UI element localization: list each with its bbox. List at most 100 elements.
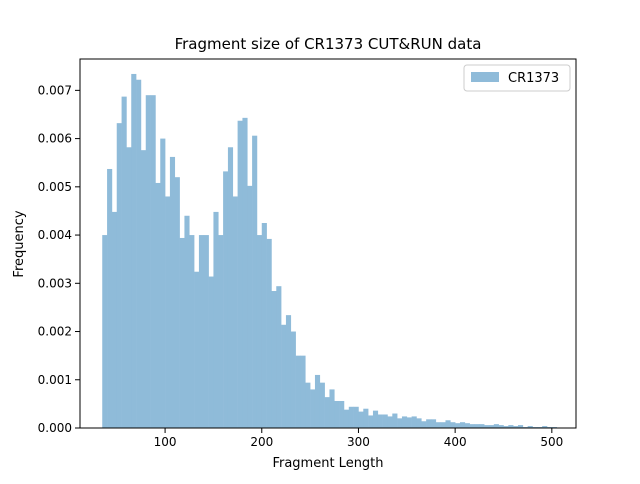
x-tick-label: 100 <box>154 435 177 449</box>
histogram-bar <box>324 397 330 428</box>
x-tick-label: 500 <box>540 435 563 449</box>
histogram-bar <box>314 374 321 428</box>
histogram-bar <box>184 215 190 428</box>
histogram-bar <box>208 276 214 428</box>
histogram-bar <box>131 73 137 428</box>
histogram-bar <box>145 95 151 429</box>
histogram-bar <box>353 406 359 428</box>
histogram-bar <box>488 425 495 428</box>
y-tick-label: 0.005 <box>38 180 72 194</box>
histogram-bar <box>339 400 345 428</box>
histogram-bar <box>455 423 461 428</box>
chart-title: Fragment size of CR1373 CUT&RUN data <box>175 35 482 53</box>
legend-swatch <box>471 72 499 82</box>
histogram-bar <box>305 382 311 428</box>
histogram-bar <box>174 177 180 428</box>
y-tick-label: 0.002 <box>38 325 72 339</box>
x-tick-label: 200 <box>250 435 273 449</box>
histogram-bar <box>368 415 374 428</box>
histogram-bar <box>542 426 548 428</box>
histogram-bar <box>469 424 475 428</box>
histogram-bar <box>464 423 470 428</box>
histogram-bar <box>459 422 466 428</box>
histogram-bar <box>406 417 412 428</box>
histogram-bar <box>358 411 364 428</box>
histogram-bar <box>242 117 248 428</box>
histogram-bar <box>256 235 263 428</box>
histogram-bar <box>329 389 335 428</box>
histogram-bar <box>290 331 296 428</box>
histogram-bar <box>479 424 485 428</box>
y-tick-label: 0.007 <box>38 83 72 97</box>
histogram-bar <box>111 211 118 428</box>
histogram-bar <box>348 406 354 428</box>
histogram-bar <box>271 291 277 428</box>
histogram-bar <box>334 400 340 428</box>
histogram-bar <box>203 235 209 428</box>
y-tick-label: 0.000 <box>38 421 72 435</box>
plot-frame <box>79 58 577 429</box>
x-axis: 100 200 300 400 500 <box>154 428 563 449</box>
legend-box <box>463 64 571 92</box>
histogram-bar <box>527 426 533 428</box>
histogram-bar <box>343 409 350 428</box>
histogram-bar <box>165 196 171 428</box>
histogram-bar <box>218 235 224 428</box>
histogram-bar <box>126 147 132 428</box>
histogram-bar <box>198 235 205 428</box>
histogram-bar <box>450 422 456 428</box>
x-tick-label: 300 <box>347 435 370 449</box>
histogram-bar <box>116 123 122 429</box>
histogram-bar <box>300 355 306 428</box>
histogram-bar <box>426 419 432 428</box>
y-tick-label: 0.004 <box>38 228 72 242</box>
histogram-bar <box>498 425 504 428</box>
histogram-bar <box>169 156 176 429</box>
histogram-bar <box>430 419 437 428</box>
histogram-bar <box>377 414 383 428</box>
histogram-bar <box>140 150 147 428</box>
histogram-bar <box>150 95 156 429</box>
histogram-bar <box>387 416 393 428</box>
histogram-bar <box>513 426 519 428</box>
histogram-bar <box>445 420 451 428</box>
histogram-bar <box>435 422 441 428</box>
histogram-bar <box>503 426 509 428</box>
histogram-bar <box>266 238 272 428</box>
histogram-bar <box>508 425 514 428</box>
histogram-bar <box>276 286 282 428</box>
histogram-bar <box>493 424 499 428</box>
histogram-bar <box>411 416 417 428</box>
y-tick-label: 0.001 <box>38 373 72 387</box>
histogram-bar <box>319 382 325 428</box>
histogram-bar <box>295 355 301 428</box>
histogram-bar <box>247 185 253 428</box>
histogram-bar <box>155 182 161 428</box>
histogram-bar <box>223 171 229 428</box>
histogram-bar <box>363 408 369 428</box>
histogram-bar <box>237 120 243 429</box>
y-axis: 0.000 0.001 0.002 0.003 0.004 0.005 0.006 0.007 <box>38 83 80 435</box>
histogram-bar <box>285 315 292 428</box>
histogram-bar <box>281 324 287 428</box>
bars-group <box>102 73 557 429</box>
histogram-bar <box>252 135 258 428</box>
histogram-bar <box>261 223 267 428</box>
histogram-bar <box>401 416 408 428</box>
histogram-bar <box>421 421 427 428</box>
y-axis-label: Frequency <box>12 210 27 277</box>
histogram-bar <box>102 235 108 428</box>
histogram-bar <box>160 138 166 428</box>
legend: CR1373 <box>463 64 571 92</box>
legend-label: CR1373 <box>508 71 559 86</box>
histogram-bar <box>392 413 398 428</box>
histogram-bar <box>397 418 403 428</box>
histogram-bar <box>232 196 238 428</box>
histogram-bar <box>517 425 524 428</box>
histogram-bar <box>372 410 379 428</box>
histogram-bar <box>136 79 142 429</box>
x-tick-label: 400 <box>444 435 467 449</box>
histogram-bar <box>213 211 219 428</box>
